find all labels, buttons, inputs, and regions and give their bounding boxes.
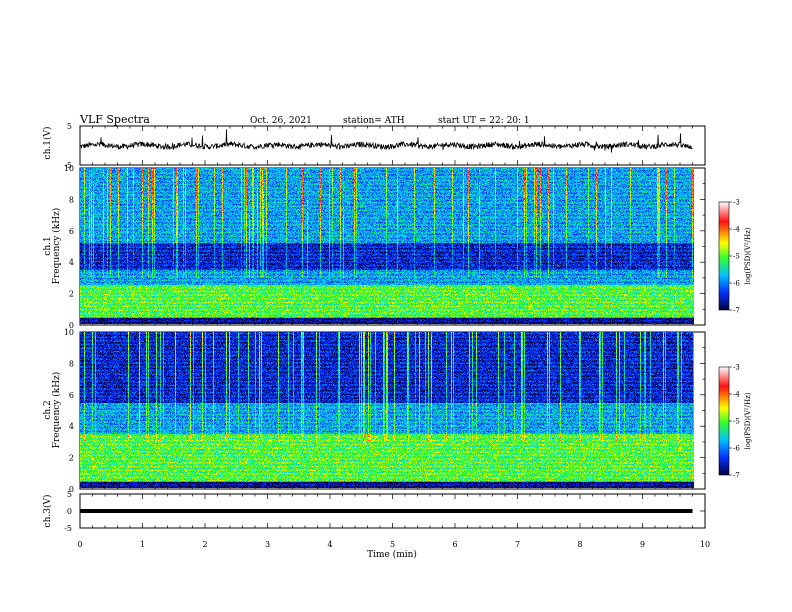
x-tick-label: 9 [640, 540, 645, 549]
start-time-label: start UT = 22: 20: 1 [438, 116, 530, 126]
date-label: Oct. 26, 2021 [250, 116, 312, 126]
y-tick-label: 6 [69, 391, 74, 400]
colorbar-tick-label: -7 [733, 472, 740, 480]
ch1-waveform-ylabel: ch.1(V) [42, 127, 53, 160]
y-tick-label: 0 [67, 507, 72, 516]
y-tick-label: 10 [64, 328, 74, 337]
station-label: station= ATH [343, 116, 405, 126]
y-tick-label: 2 [69, 454, 74, 463]
y-tick-label: 8 [69, 195, 74, 204]
colorbar-tick-label: -6 [733, 280, 740, 288]
ch2-colorbar-label: log(PSD)(V²/Hz) [744, 392, 752, 449]
y-tick-label: 5 [67, 122, 72, 131]
colorbar-tick-label: -5 [733, 253, 740, 261]
ch2-spectrogram-heatmap [80, 332, 694, 488]
y-tick-label: 10 [64, 164, 74, 173]
x-tick-label: 4 [327, 540, 332, 549]
x-tick-label: 2 [202, 540, 207, 549]
colorbar-tick-label: -4 [733, 226, 740, 234]
colorbar-tick-label: -7 [733, 307, 740, 315]
ch3-waveform-ylabel: ch.3(V) [42, 495, 53, 528]
y-tick-label: -5 [64, 524, 72, 533]
colorbar-ticks: -3 -4 -5 -6 -7 -3 -4 -5 -6 -7 [729, 199, 740, 480]
x-tick-label: 5 [390, 540, 395, 549]
y-tick-label: 4 [69, 422, 74, 431]
ch1-spectrogram-heatmap [80, 168, 694, 324]
colorbar-tick-label: -4 [733, 391, 740, 399]
x-tick-label: 0 [77, 540, 82, 549]
x-tick-label: 8 [577, 540, 582, 549]
y-tick-label: 2 [69, 290, 74, 299]
x-tick-label: 1 [140, 540, 145, 549]
y-tick-label: 4 [69, 258, 74, 267]
colorbar-tick-label: -3 [733, 364, 740, 372]
colorbar-tick-label: -5 [733, 418, 740, 426]
ch1-colorbar-label: log(PSD)(V²/Hz) [744, 227, 752, 284]
x-tick-label: 10 [700, 540, 710, 549]
y-tick-label: 8 [69, 359, 74, 368]
x-tick-label: 7 [515, 540, 520, 549]
ch2-colorbar [718, 366, 730, 476]
x-tick-label: 6 [452, 540, 457, 549]
colorbar-tick-label: -3 [733, 199, 740, 207]
x-axis-title: Time (min) [367, 549, 417, 560]
ch2-spectrogram-ylabel: ch.2Frequency (kHz) [43, 372, 62, 449]
y-tick-label: 6 [69, 227, 74, 236]
y-tick-label: 5 [67, 490, 72, 499]
figure-title: VLF Spectra [79, 113, 150, 126]
ch1-spectrogram-ylabel: ch.1Frequency (kHz) [43, 208, 62, 285]
y-tick-label: -5 [64, 161, 72, 170]
ch1-waveform-series [79, 129, 693, 153]
x-tick-label: 3 [265, 540, 270, 549]
ch1-colorbar [718, 201, 730, 311]
y-tick-label: 0 [69, 485, 74, 494]
y-tick-label: 0 [69, 321, 74, 330]
colorbar-tick-label: -6 [733, 445, 740, 453]
